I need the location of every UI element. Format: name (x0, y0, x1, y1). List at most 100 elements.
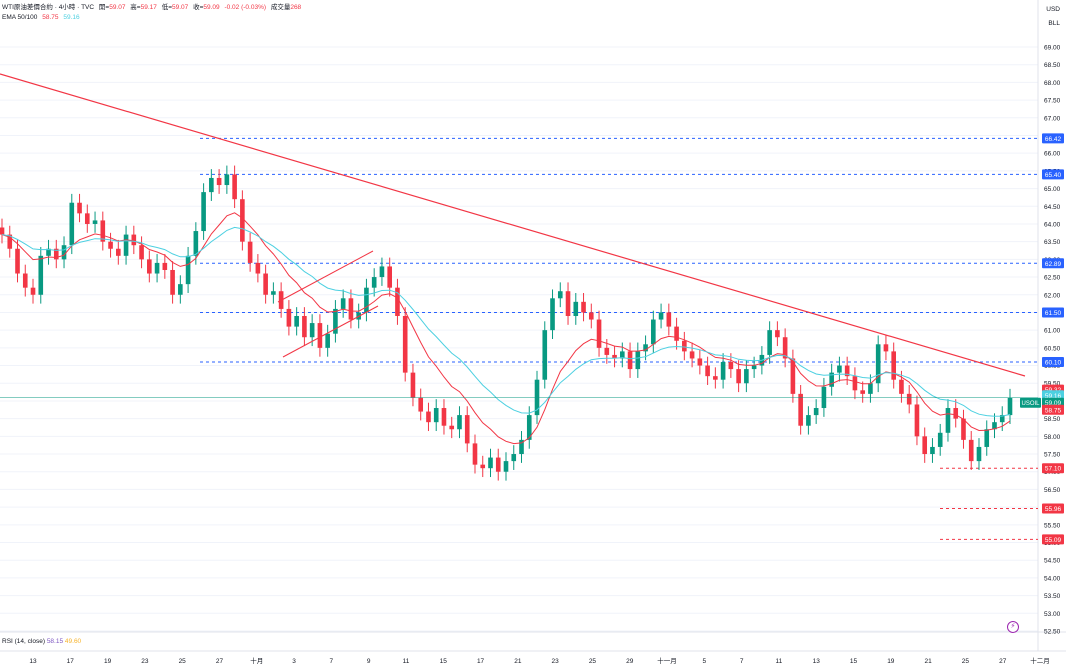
price-tag-label: 58.75 (1045, 407, 1062, 414)
candle-body (286, 308, 292, 327)
candle-body (666, 312, 672, 327)
time-tick-label: 十月 (250, 656, 263, 665)
candle (286, 300, 292, 336)
candle-body (294, 315, 299, 327)
candle-body (798, 393, 803, 426)
channel-upper (277, 250, 374, 303)
candle-body (123, 234, 129, 256)
ema-legend[interactable]: EMA 50/100 58.75 59.16 (2, 13, 83, 22)
price-tick-label: 62.50 (1044, 275, 1061, 282)
candle-body (821, 386, 827, 409)
currency-label[interactable]: USD (1046, 6, 1060, 13)
grid (0, 46, 1038, 632)
level-tag-bg (1042, 534, 1064, 545)
rsi-legend[interactable]: RSI (14, close) 58.15 49.60 (2, 638, 81, 645)
candle (658, 303, 664, 329)
candle-body (154, 262, 160, 274)
candle (619, 342, 625, 368)
candle (38, 246, 44, 304)
candle (961, 409, 966, 449)
level-tag-label: 66.42 (1045, 136, 1062, 143)
close-label: 收= (193, 4, 204, 11)
time-tick-label: 7 (740, 658, 744, 665)
time-tick-label: 十二月 (1030, 656, 1050, 665)
price-tick-label: 64.50 (1044, 204, 1061, 211)
candle-body (767, 330, 772, 355)
candle-body (108, 241, 113, 249)
candle-body (302, 315, 307, 338)
unit-label[interactable]: BLL (1048, 20, 1060, 27)
candle (131, 225, 137, 255)
candle-body (922, 436, 928, 455)
price-tick-label: 64.00 (1044, 221, 1061, 228)
candle-body (433, 408, 439, 423)
candle-body (232, 174, 237, 200)
candle (395, 278, 400, 325)
candle (325, 324, 330, 357)
candle-body (1007, 397, 1013, 416)
time-tick-label: 25 (179, 658, 187, 665)
candle (240, 190, 245, 251)
price-tick-label: 63.50 (1044, 239, 1061, 246)
candle (30, 278, 36, 304)
low-value: 59.07 (171, 4, 189, 11)
candle-body (635, 351, 641, 370)
time-tick-label: 17 (477, 658, 485, 665)
candle-body (464, 415, 470, 444)
candle-body (860, 390, 865, 394)
candle-body (891, 351, 897, 380)
candle-body (488, 457, 493, 469)
candle-body (379, 266, 385, 278)
candle (720, 353, 726, 389)
candle-body (720, 362, 726, 380)
candle-body (782, 337, 788, 359)
alert-icon[interactable]: ⚡ (1007, 621, 1019, 633)
price-tick-label: 66.00 (1044, 151, 1061, 158)
candle-body (131, 234, 137, 246)
candle (837, 356, 842, 382)
candle (77, 193, 82, 223)
candle-body (619, 351, 625, 359)
candle (433, 399, 439, 432)
candle (557, 282, 563, 308)
candle (84, 204, 90, 233)
candle-body (697, 358, 703, 366)
ema50-value: 58.75 (42, 14, 59, 21)
candle (806, 406, 811, 435)
candle-body (526, 415, 532, 440)
candle (829, 363, 834, 396)
candle (46, 239, 51, 265)
candle-body (999, 415, 1005, 423)
candle (15, 239, 20, 283)
candle-body (751, 365, 757, 370)
symbol-title[interactable]: WTI原油差價合約 · 4小時 · TVC (2, 4, 95, 11)
candle-body (728, 362, 734, 370)
candle (294, 307, 299, 336)
candle-body (651, 319, 656, 345)
candle-body (77, 202, 82, 214)
candle (651, 310, 656, 354)
candle (364, 278, 369, 322)
candle-body (565, 291, 571, 316)
price-tag-label: 59.09 (1045, 400, 1062, 407)
candle (464, 406, 470, 453)
candle-body (829, 372, 834, 387)
candle (953, 399, 959, 428)
candle-body (84, 213, 90, 224)
candle-body (178, 284, 183, 295)
candle-body (813, 408, 819, 416)
candle (0, 218, 5, 244)
candle (588, 303, 594, 329)
time-tick-label: 27 (216, 658, 224, 665)
candle (216, 169, 222, 194)
price-tick-label: 52.50 (1044, 629, 1061, 636)
price-tick-label: 54.00 (1044, 575, 1061, 582)
candle-body (92, 220, 98, 224)
candle (441, 399, 447, 435)
candle (123, 225, 129, 265)
candle (550, 289, 555, 339)
price-tick-label: 53.50 (1044, 593, 1061, 600)
level-tag-bg (1042, 258, 1064, 269)
level-tag-label: 62.89 (1045, 261, 1062, 268)
